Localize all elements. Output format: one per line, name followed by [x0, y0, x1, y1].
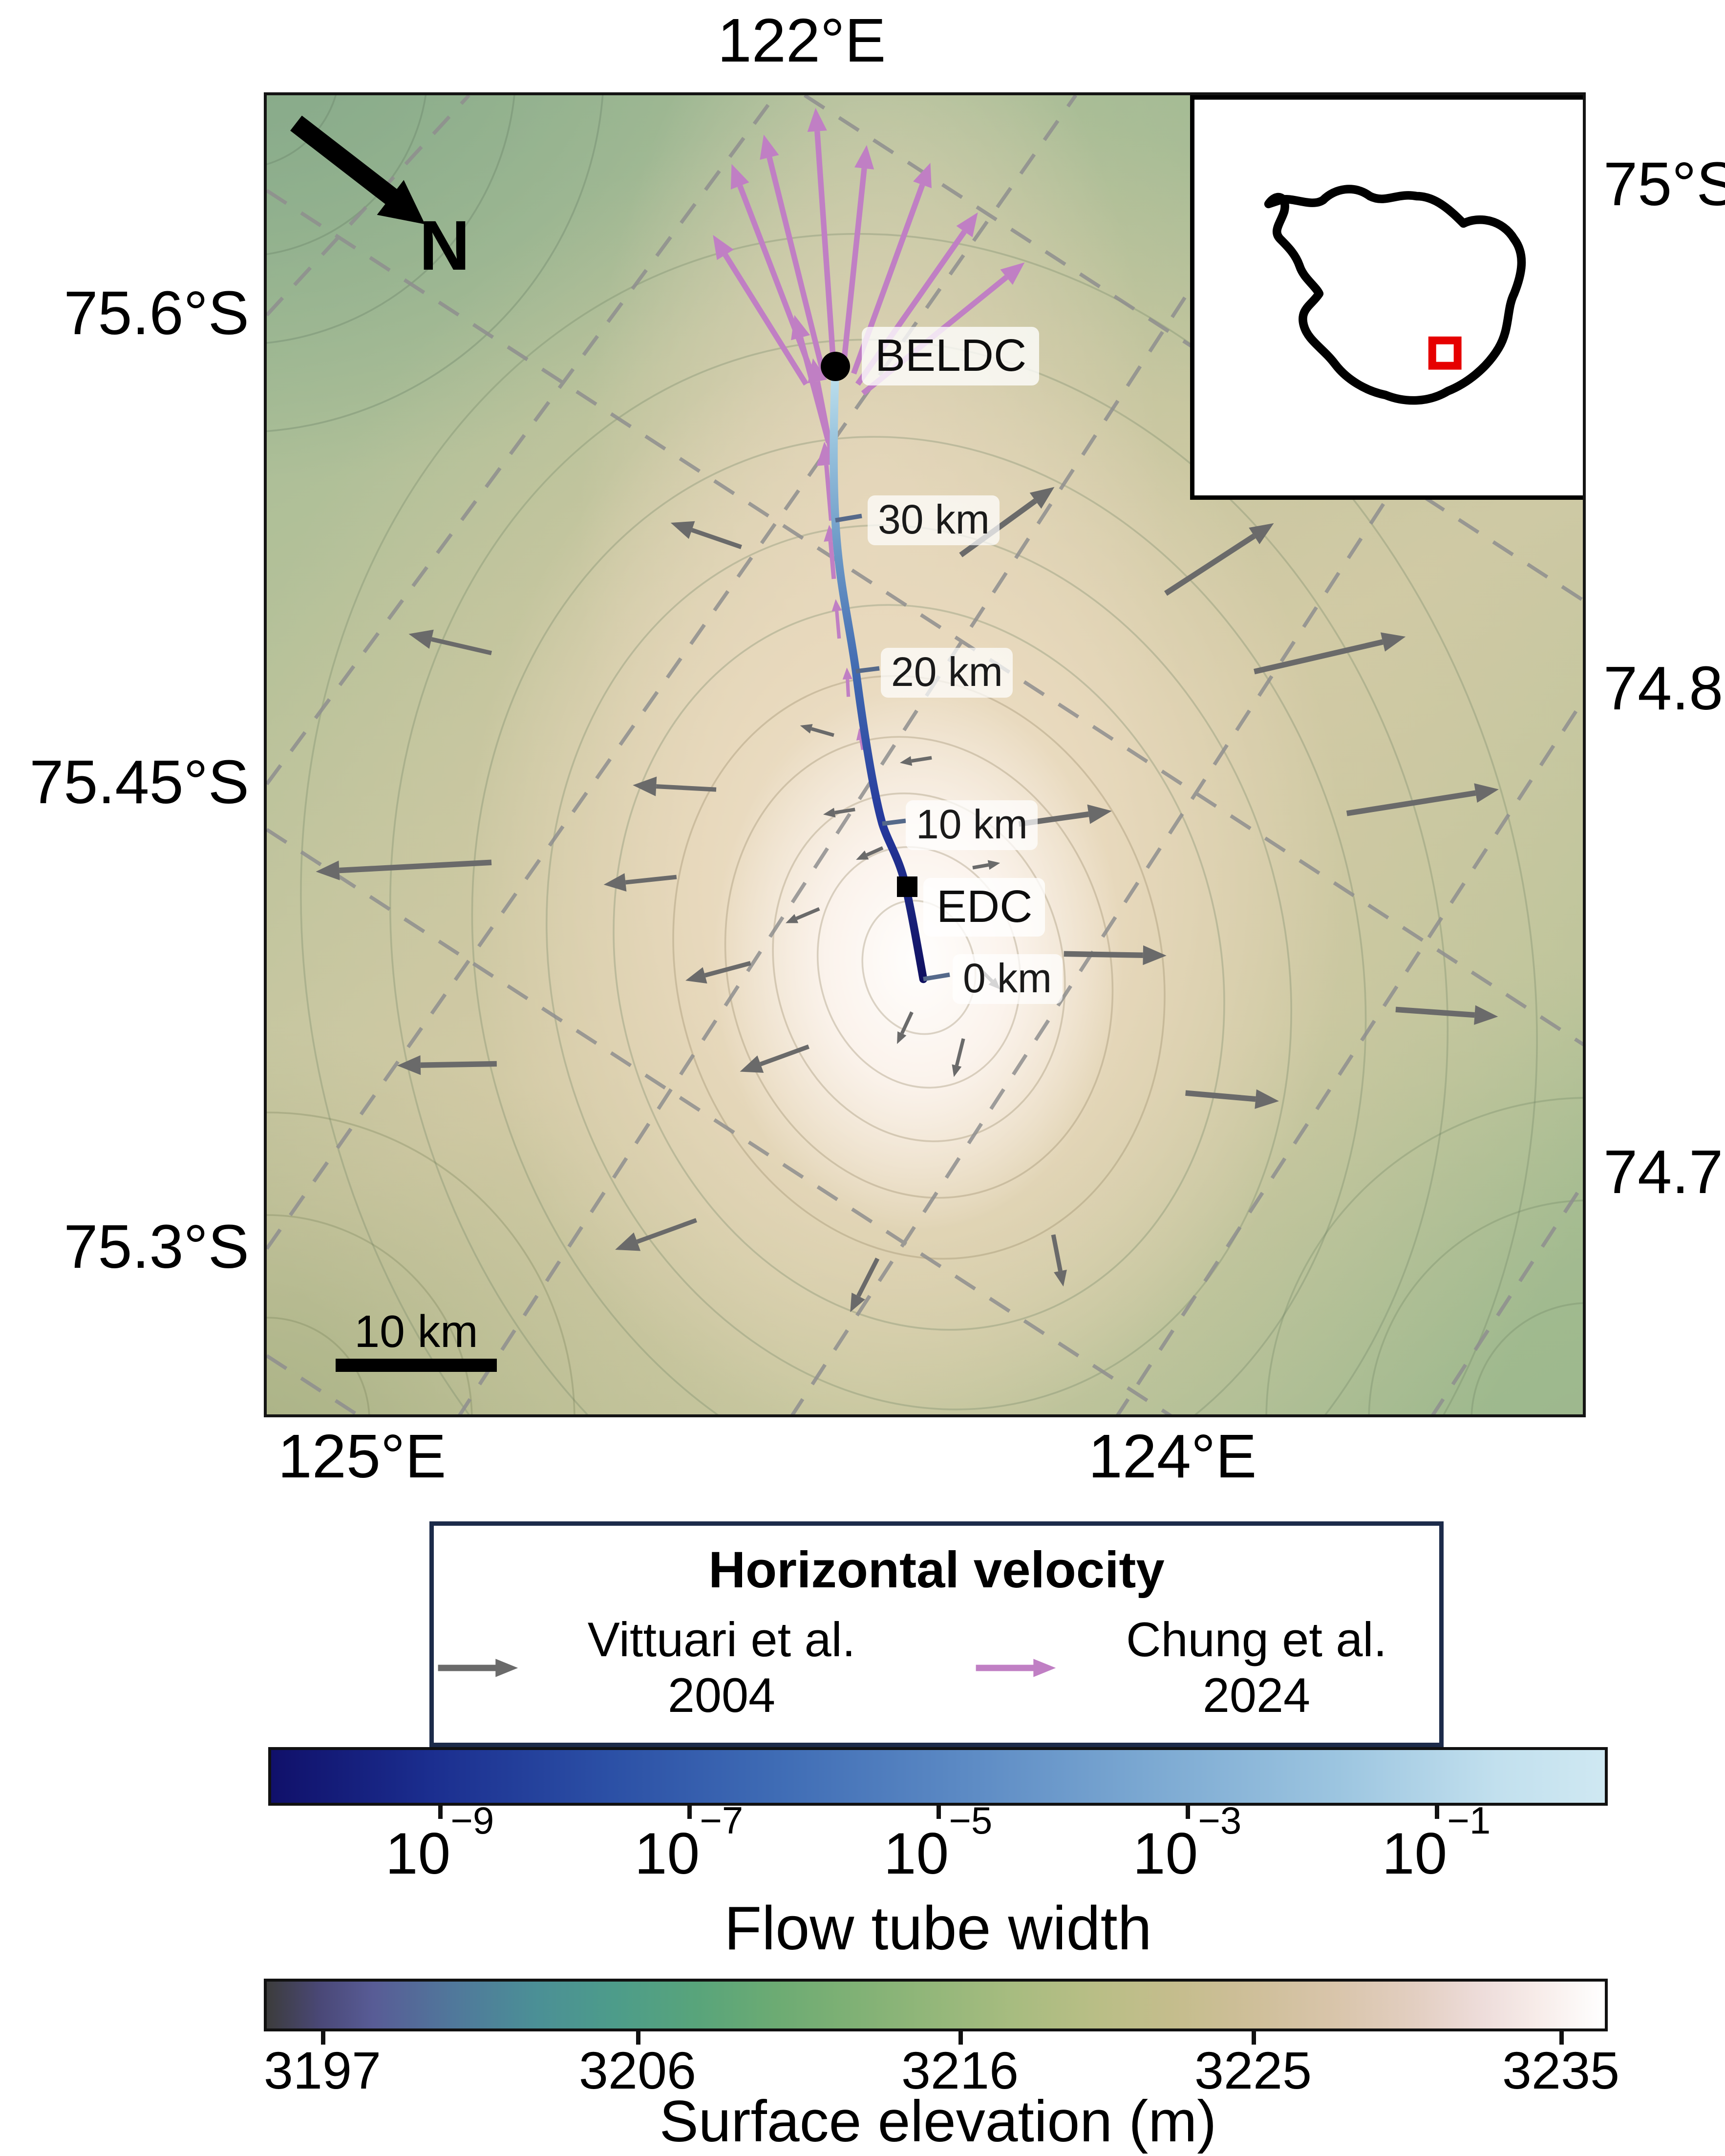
legend-entry-vittuari: Vittuari et al. 2004: [434, 1612, 908, 1724]
axis-label-left-3: 75.3°S: [64, 1212, 249, 1281]
elevation-colorbar-title: Surface elevation (m): [659, 2090, 1217, 2155]
elevation-tick-label-2: 3206: [578, 2040, 697, 2100]
elevation-colorbar-tick: [1252, 2031, 1256, 2045]
flow-tick-label-5: 10−1: [1382, 1798, 1491, 1887]
beldc-marker: [821, 352, 850, 381]
elevation-tick-label-5: 3235: [1502, 2040, 1620, 2100]
scale-bar: [336, 1359, 497, 1372]
distance-label-30km: 30 km: [868, 495, 1000, 545]
antarctica-outline: [1264, 185, 1526, 405]
axis-label-right-2: 74.85°S: [1603, 654, 1725, 723]
scale-bar-label: 10 km: [354, 1306, 478, 1357]
inset-map: [1190, 95, 1583, 500]
flow-colorbar-tick: [1186, 1806, 1190, 1819]
axis-label-left-1: 75.6°S: [64, 278, 249, 347]
axis-label-bottom-2: 124°E: [1088, 1422, 1257, 1491]
flow-tick-label-1: 10−9: [385, 1798, 494, 1887]
legend-label-chung: Chung et al. 2024: [1126, 1612, 1387, 1722]
elevation-colorbar-tick: [958, 2031, 963, 2045]
inset-graphics: [1264, 185, 1526, 405]
flow-colorbar-tick: [1435, 1806, 1439, 1819]
axis-label-top: 122°E: [717, 6, 886, 75]
elevation-tick-label-1: 3197: [263, 2040, 382, 2100]
north-label: N: [419, 208, 470, 286]
elevation-tick-label-3: 3216: [901, 2040, 1019, 2100]
beldc-label: BELDC: [862, 327, 1040, 385]
axis-label-right-1: 75°S: [1603, 149, 1725, 218]
flow-tick-label-3: 10−5: [883, 1798, 993, 1887]
vittuari-arrow-icon: [438, 1659, 518, 1677]
distance-label-10km: 10 km: [906, 800, 1038, 850]
legend-entry-chung: Chung et al. 2024: [972, 1612, 1439, 1724]
legend: Horizontal velocity Vittuari et al. 2004…: [429, 1521, 1444, 1747]
flow-tick-label-4: 10−3: [1132, 1798, 1242, 1887]
elevation-colorbar: [264, 1979, 1608, 2031]
distance-label-20km: 20 km: [881, 648, 1013, 698]
flow-colorbar-tick: [687, 1806, 692, 1819]
flow-colorbar-title: Flow tube width: [724, 1894, 1152, 1963]
flow-colorbar-tick: [937, 1806, 941, 1819]
axis-label-left-2: 75.45°S: [29, 747, 249, 816]
elevation-colorbar-tick: [321, 2031, 325, 2045]
axis-label-right-3: 74.7°S: [1603, 1137, 1725, 1206]
legend-label-vittuari: Vittuari et al. 2004: [587, 1612, 856, 1722]
elevation-colorbar-tick: [636, 2031, 640, 2045]
axis-label-bottom-1: 125°E: [277, 1422, 447, 1491]
legend-row: Vittuari et al. 2004 Chung et al. 2024: [434, 1612, 1439, 1724]
edc-label: EDC: [923, 878, 1046, 937]
map-panel: N BELDC EDC 0 km 10 km 20 km 30 km 10 km: [264, 92, 1586, 1417]
chung-arrow-icon: [976, 1659, 1057, 1677]
north-arrow-icon: [290, 115, 425, 224]
flow-colorbar-tick: [438, 1806, 443, 1819]
study-area-marker: [1428, 336, 1462, 370]
distance-label-0km: 0 km: [953, 954, 1063, 1004]
flowline-ticks: [835, 513, 950, 982]
flow-tick-label-2: 10−7: [634, 1798, 744, 1887]
elevation-tick-label-4: 3225: [1194, 2040, 1312, 2100]
edc-marker: [897, 876, 917, 897]
elevation-colorbar-tick: [1559, 2031, 1564, 2045]
legend-title: Horizontal velocity: [708, 1542, 1165, 1599]
flow-colorbar: [268, 1747, 1608, 1806]
